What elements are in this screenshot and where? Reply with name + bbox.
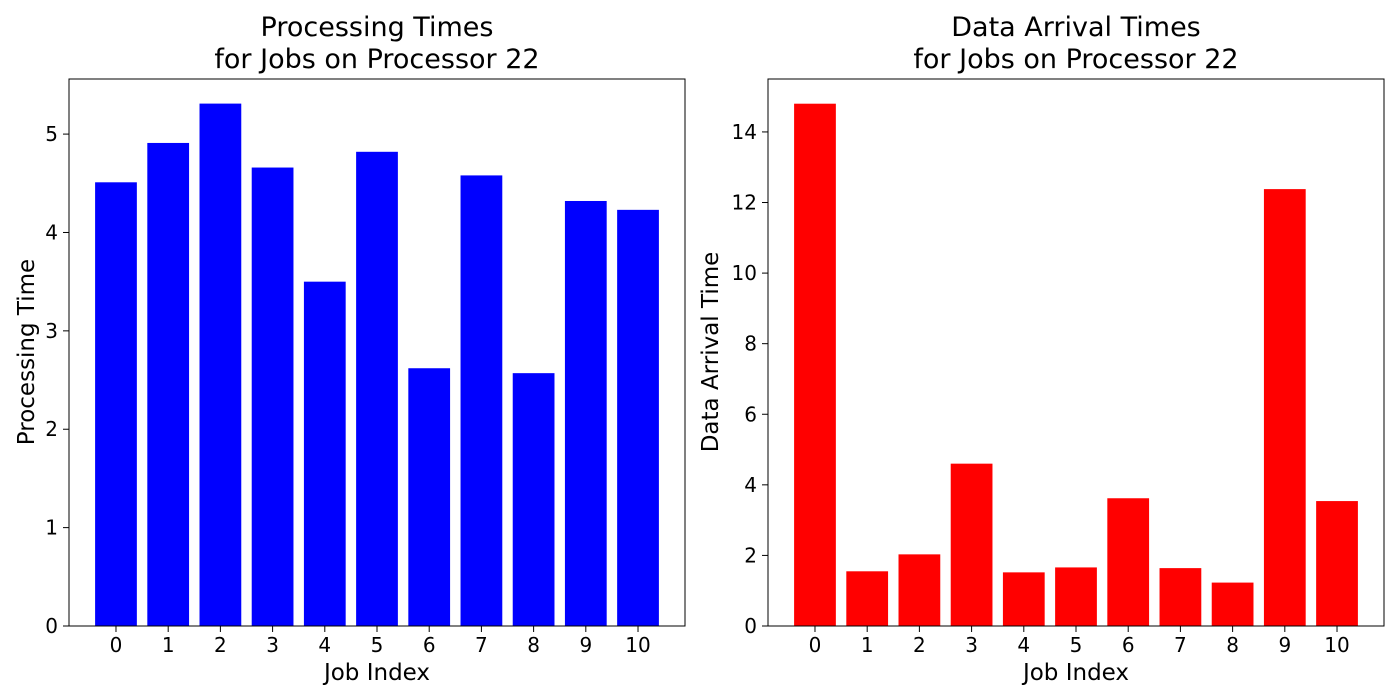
y-tick-label: 4 xyxy=(45,220,58,244)
chart-title-line: Processing Times xyxy=(261,12,494,43)
x-tick-label: 4 xyxy=(1017,633,1030,657)
x-tick-label: 3 xyxy=(266,633,279,657)
x-tick-label: 2 xyxy=(214,633,227,657)
y-tick-label: 2 xyxy=(744,543,757,567)
y-tick-label: 8 xyxy=(744,332,757,356)
x-tick-label: 6 xyxy=(423,633,436,657)
y-tick-label: 4 xyxy=(744,473,757,497)
x-tick-label: 8 xyxy=(1226,633,1239,657)
y-tick-label: 10 xyxy=(732,261,757,285)
bar-job-5 xyxy=(1055,567,1097,626)
chart-title-line: for Jobs on Processor 22 xyxy=(214,44,539,75)
bar-job-9 xyxy=(564,200,607,627)
bar-job-8 xyxy=(1211,582,1254,626)
y-tick-label: 5 xyxy=(45,122,58,146)
bar-job-6 xyxy=(1107,498,1150,626)
x-tick-label: 10 xyxy=(1324,633,1349,657)
y-tick-label: 2 xyxy=(45,417,58,441)
bar-job-5 xyxy=(356,151,398,627)
x-tick-label: 1 xyxy=(861,633,874,657)
x-tick-label: 5 xyxy=(1070,633,1083,657)
x-tick-label: 0 xyxy=(809,633,822,657)
x-tick-label: 6 xyxy=(1122,633,1135,657)
bar-job-8 xyxy=(512,373,555,626)
bar-job-2 xyxy=(199,103,242,627)
y-tick-label: 3 xyxy=(45,319,58,343)
chart-title: Data Arrival Times for Jobs on Processor … xyxy=(913,12,1238,75)
x-axis-label: Job Index xyxy=(1021,660,1129,686)
data-arrival-times-chart: Data Arrival Times for Jobs on Processor … xyxy=(698,12,1385,686)
x-tick-label: 5 xyxy=(371,633,384,657)
x-tick-label: 9 xyxy=(579,633,592,657)
bar-job-6 xyxy=(408,368,451,626)
chart-title-line: for Jobs on Processor 22 xyxy=(913,44,1238,75)
bar-job-10 xyxy=(617,209,659,626)
bar-job-4 xyxy=(303,281,346,626)
bar-job-2 xyxy=(898,554,941,626)
chart-title: Processing Times for Jobs on Processor 22 xyxy=(214,12,539,75)
x-tick-label: 1 xyxy=(162,633,175,657)
bar-job-4 xyxy=(1002,572,1045,626)
x-axis-label: Job Index xyxy=(322,660,430,686)
y-tick-label: 12 xyxy=(732,191,757,215)
x-tick-label: 0 xyxy=(110,633,123,657)
y-tick-label: 1 xyxy=(45,516,58,540)
x-tick-label: 7 xyxy=(1174,633,1187,657)
y-tick-label: 0 xyxy=(45,614,58,638)
bar-job-3 xyxy=(950,463,993,626)
bar-job-3 xyxy=(251,167,294,627)
chart-title-line: Data Arrival Times xyxy=(951,12,1201,43)
bar-job-0 xyxy=(95,182,137,627)
y-tick-label: 14 xyxy=(732,120,757,144)
processing-times-chart: Processing Times for Jobs on Processor 22… xyxy=(14,12,686,686)
bar-job-7 xyxy=(1159,568,1202,626)
bar-job-1 xyxy=(846,571,889,626)
bar-job-0 xyxy=(794,103,836,626)
x-tick-label: 8 xyxy=(527,633,540,657)
y-tick-label: 0 xyxy=(744,614,757,638)
bar-job-7 xyxy=(460,175,503,626)
y-tick-label: 6 xyxy=(744,402,757,426)
y-axis-label: Data Arrival Time xyxy=(698,252,724,453)
bar-job-1 xyxy=(147,142,190,626)
y-axis-label: Processing Time xyxy=(14,259,40,445)
bar-job-10 xyxy=(1316,501,1358,626)
bar-job-9 xyxy=(1263,189,1306,627)
x-tick-label: 2 xyxy=(913,633,926,657)
x-tick-label: 7 xyxy=(475,633,488,657)
x-tick-label: 4 xyxy=(318,633,331,657)
x-tick-label: 3 xyxy=(965,633,978,657)
x-tick-label: 9 xyxy=(1278,633,1291,657)
x-tick-label: 10 xyxy=(625,633,650,657)
